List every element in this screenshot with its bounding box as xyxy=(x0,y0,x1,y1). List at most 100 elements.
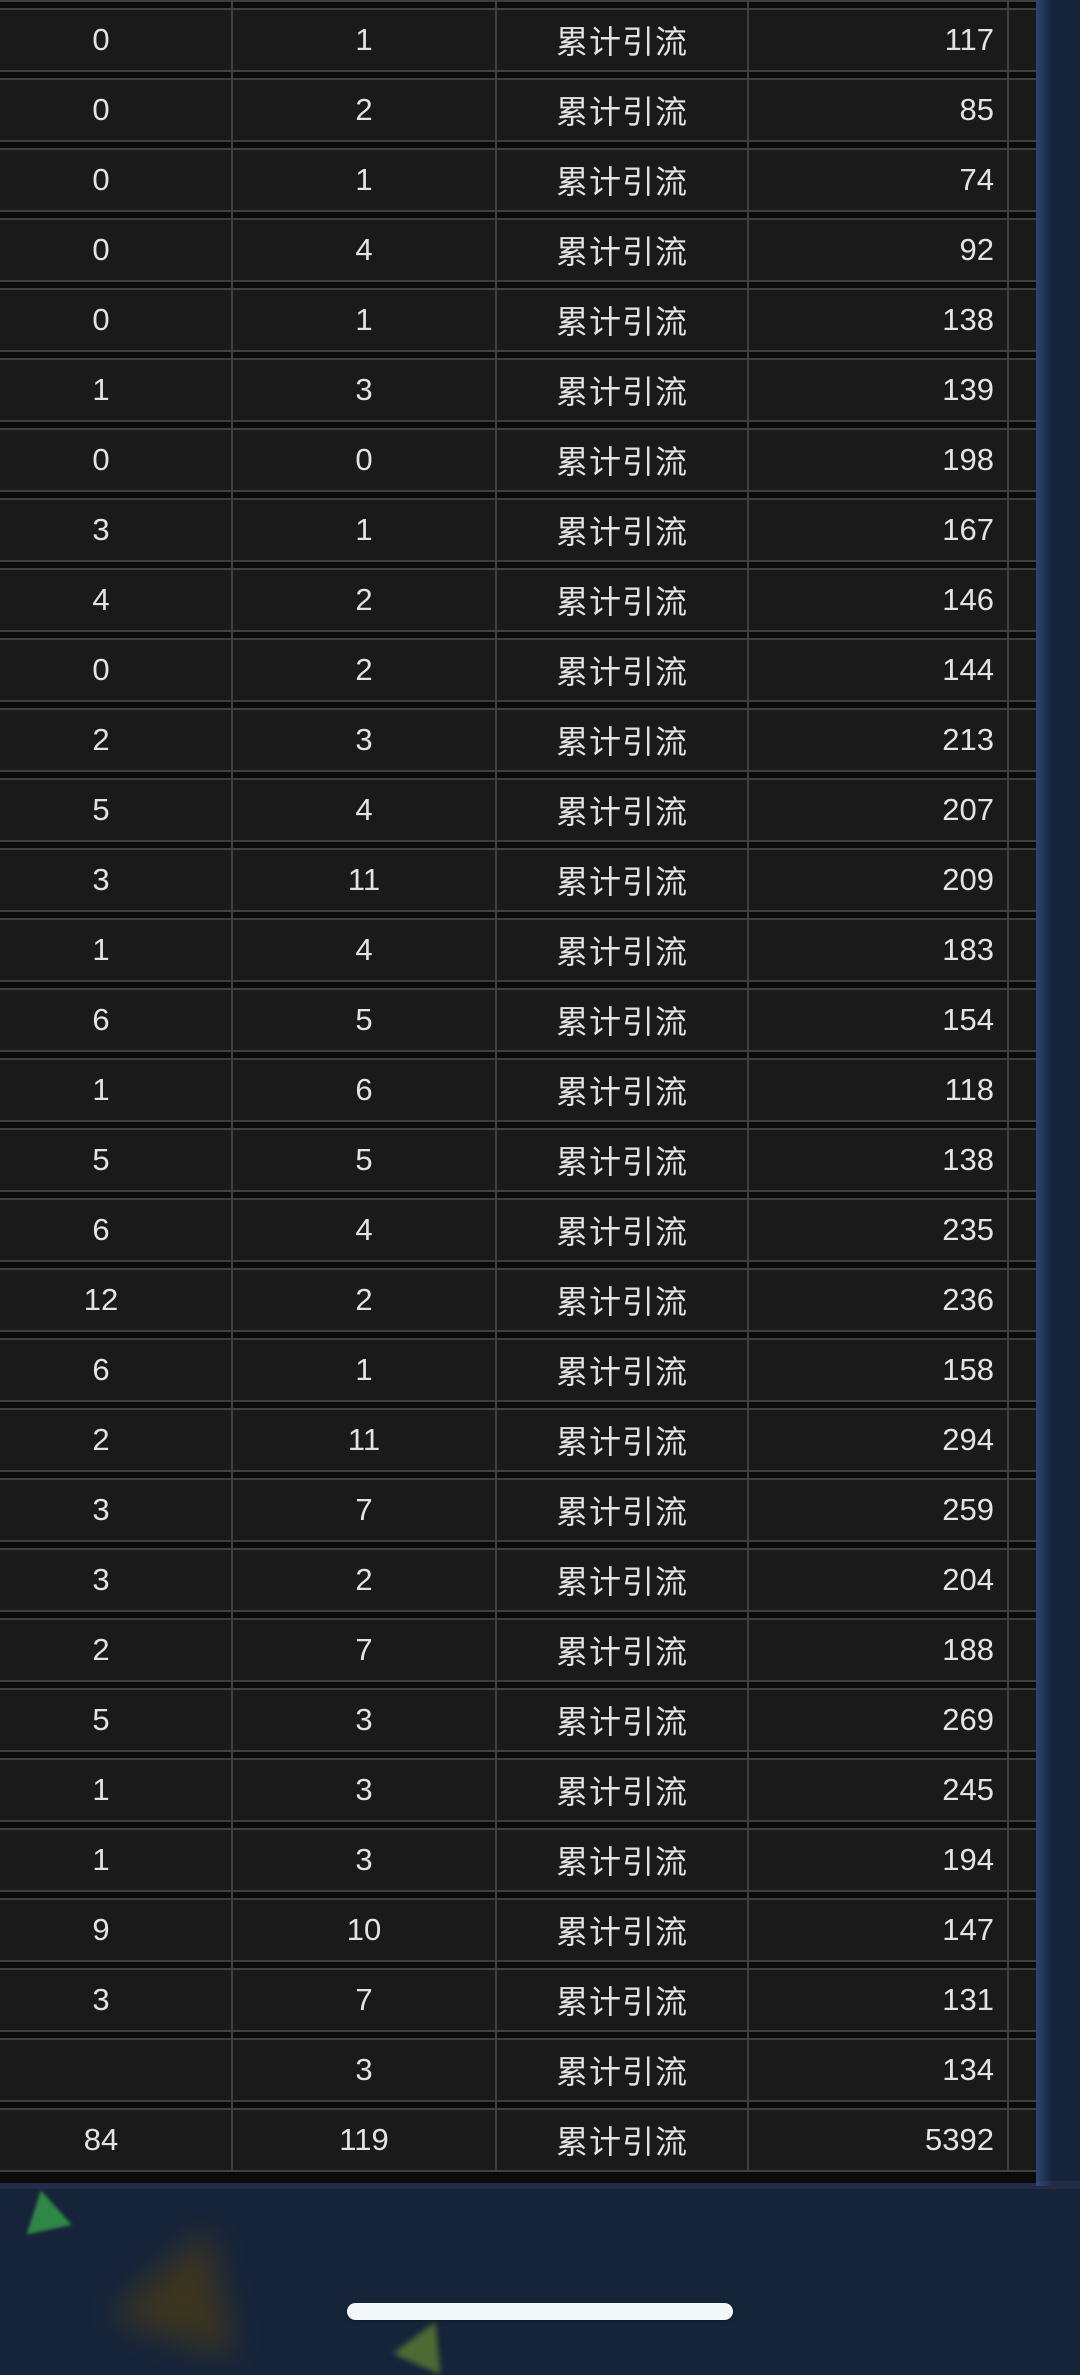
cell-label: 累计引流 xyxy=(555,1984,688,2020)
table-row: 3 7 累计引流 131 xyxy=(0,1968,1036,2032)
table-row: 0 1 累计引流 117 xyxy=(0,8,1036,72)
table-row: 6 4 累计引流 235 xyxy=(0,1198,1036,1262)
table-row: 3 累计引流 134 xyxy=(0,2038,1036,2102)
cell-label: 累计引流 xyxy=(555,234,688,270)
cell-total: 245 xyxy=(942,1772,994,1807)
table-row: 3 7 累计引流 259 xyxy=(0,1478,1036,1542)
cell-total: 138 xyxy=(942,302,994,337)
cell-col2: 1 xyxy=(355,22,373,57)
cell-total: 144 xyxy=(942,652,994,687)
stats-table: 0 1 累计引流 117 0 2 累计引流 85 0 1 累计引流 74 0 4… xyxy=(0,0,1036,2172)
table-row: 5 5 累计引流 138 xyxy=(0,1128,1036,1192)
grid-vline-2 xyxy=(495,0,497,2172)
cell-label: 累计引流 xyxy=(555,934,688,970)
cell-col1: 3 xyxy=(92,862,110,897)
cell-col2: 3 xyxy=(355,372,373,407)
cell-col2: 119 xyxy=(339,2122,389,2157)
table-row: 9 10 累计引流 147 xyxy=(0,1898,1036,1962)
cell-col1: 2 xyxy=(92,1422,110,1457)
cell-total: 213 xyxy=(942,722,994,757)
table-row: 1 4 累计引流 183 xyxy=(0,918,1036,982)
cell-col2: 3 xyxy=(355,722,373,757)
cell-total: 138 xyxy=(942,1142,994,1177)
cell-col1: 0 xyxy=(92,442,110,477)
cell-label: 累计引流 xyxy=(555,1214,688,1250)
table-row: 1 3 累计引流 194 xyxy=(0,1828,1036,1892)
olive-triangle-decoration xyxy=(392,2311,460,2375)
cell-col1: 0 xyxy=(92,232,110,267)
cell-label: 累计引流 xyxy=(555,794,688,830)
cell-col2: 4 xyxy=(355,1212,373,1247)
table-row: 2 11 累计引流 294 xyxy=(0,1408,1036,1472)
cell-col1: 0 xyxy=(92,162,110,197)
cell-col2: 3 xyxy=(355,1772,373,1807)
cell-col1: 3 xyxy=(92,1562,110,1597)
cell-total: 146 xyxy=(942,582,994,617)
table-row: 2 3 累计引流 213 xyxy=(0,708,1036,772)
cell-col1: 5 xyxy=(92,1702,110,1737)
cell-col1: 84 xyxy=(83,2122,119,2157)
cell-total: 118 xyxy=(944,1072,994,1107)
table-row: 1 6 累计引流 118 xyxy=(0,1058,1036,1122)
cell-col2: 6 xyxy=(355,1072,373,1107)
cell-col1: 1 xyxy=(92,1072,110,1107)
cell-total: 194 xyxy=(942,1842,994,1877)
cell-total: 294 xyxy=(942,1422,994,1457)
cell-col1: 5 xyxy=(92,792,110,827)
cell-label: 累计引流 xyxy=(555,514,688,550)
table-row: 1 3 累计引流 245 xyxy=(0,1758,1036,1822)
cell-total: 236 xyxy=(942,1282,994,1317)
cell-total: 131 xyxy=(942,1982,994,2017)
cell-col1: 6 xyxy=(92,1002,110,1037)
cell-label: 累计引流 xyxy=(555,1774,688,1810)
stats-table-scroll-area[interactable]: 0 1 累计引流 117 0 2 累计引流 85 0 1 累计引流 74 0 4… xyxy=(0,0,1036,2183)
cell-label: 累计引流 xyxy=(555,1074,688,1110)
cell-total: 204 xyxy=(942,1562,994,1597)
table-row: 1 3 累计引流 139 xyxy=(0,358,1036,422)
cell-label: 累计引流 xyxy=(555,2054,688,2090)
cell-label: 累计引流 xyxy=(555,1564,688,1600)
cell-col1 xyxy=(0,2040,232,2100)
cell-col2: 7 xyxy=(355,1492,373,1527)
cell-col2: 2 xyxy=(355,652,373,687)
cell-label: 累计引流 xyxy=(555,1284,688,1320)
cell-label: 累计引流 xyxy=(555,304,688,340)
cell-total: 269 xyxy=(942,1702,994,1737)
cell-total: 5392 xyxy=(925,2122,994,2157)
cell-total: 198 xyxy=(942,442,994,477)
home-indicator[interactable] xyxy=(347,2303,733,2320)
table-row: 2 7 累计引流 188 xyxy=(0,1618,1036,1682)
cell-col1: 3 xyxy=(92,1982,110,2017)
table-row: 3 1 累计引流 167 xyxy=(0,498,1036,562)
cell-total: 235 xyxy=(942,1212,994,1247)
cell-col2: 5 xyxy=(355,1142,373,1177)
cell-total: 158 xyxy=(942,1352,994,1387)
table-row: 6 1 累计引流 158 xyxy=(0,1338,1036,1402)
table-row: 5 4 累计引流 207 xyxy=(0,778,1036,842)
cell-total: 209 xyxy=(942,862,994,897)
cell-label: 累计引流 xyxy=(555,1914,688,1950)
cell-col1: 12 xyxy=(83,1282,119,1317)
cell-col2: 0 xyxy=(355,442,373,477)
cell-col2: 3 xyxy=(355,1702,373,1737)
cell-total: 167 xyxy=(942,512,994,547)
cell-col1: 3 xyxy=(92,1492,110,1527)
cell-total: 134 xyxy=(942,2052,994,2087)
cell-label: 累计引流 xyxy=(555,1844,688,1880)
cell-col1: 1 xyxy=(92,1772,110,1807)
cell-col2: 2 xyxy=(355,582,373,617)
table-row: 3 11 累计引流 209 xyxy=(0,848,1036,912)
cell-col1: 0 xyxy=(92,652,110,687)
grid-vline-1 xyxy=(231,0,233,2172)
table-row: 0 2 累计引流 144 xyxy=(0,638,1036,702)
cell-total: 74 xyxy=(959,162,994,197)
green-triangle-decoration xyxy=(18,2185,72,2235)
cell-label: 累计引流 xyxy=(555,584,688,620)
cell-total: 259 xyxy=(942,1492,994,1527)
table-row: 6 5 累计引流 154 xyxy=(0,988,1036,1052)
table-row: 0 1 累计引流 74 xyxy=(0,148,1036,212)
cell-label: 累计引流 xyxy=(555,1704,688,1740)
cell-col2: 7 xyxy=(355,1632,373,1667)
cell-label: 累计引流 xyxy=(555,1634,688,1670)
cell-label: 累计引流 xyxy=(555,1494,688,1530)
